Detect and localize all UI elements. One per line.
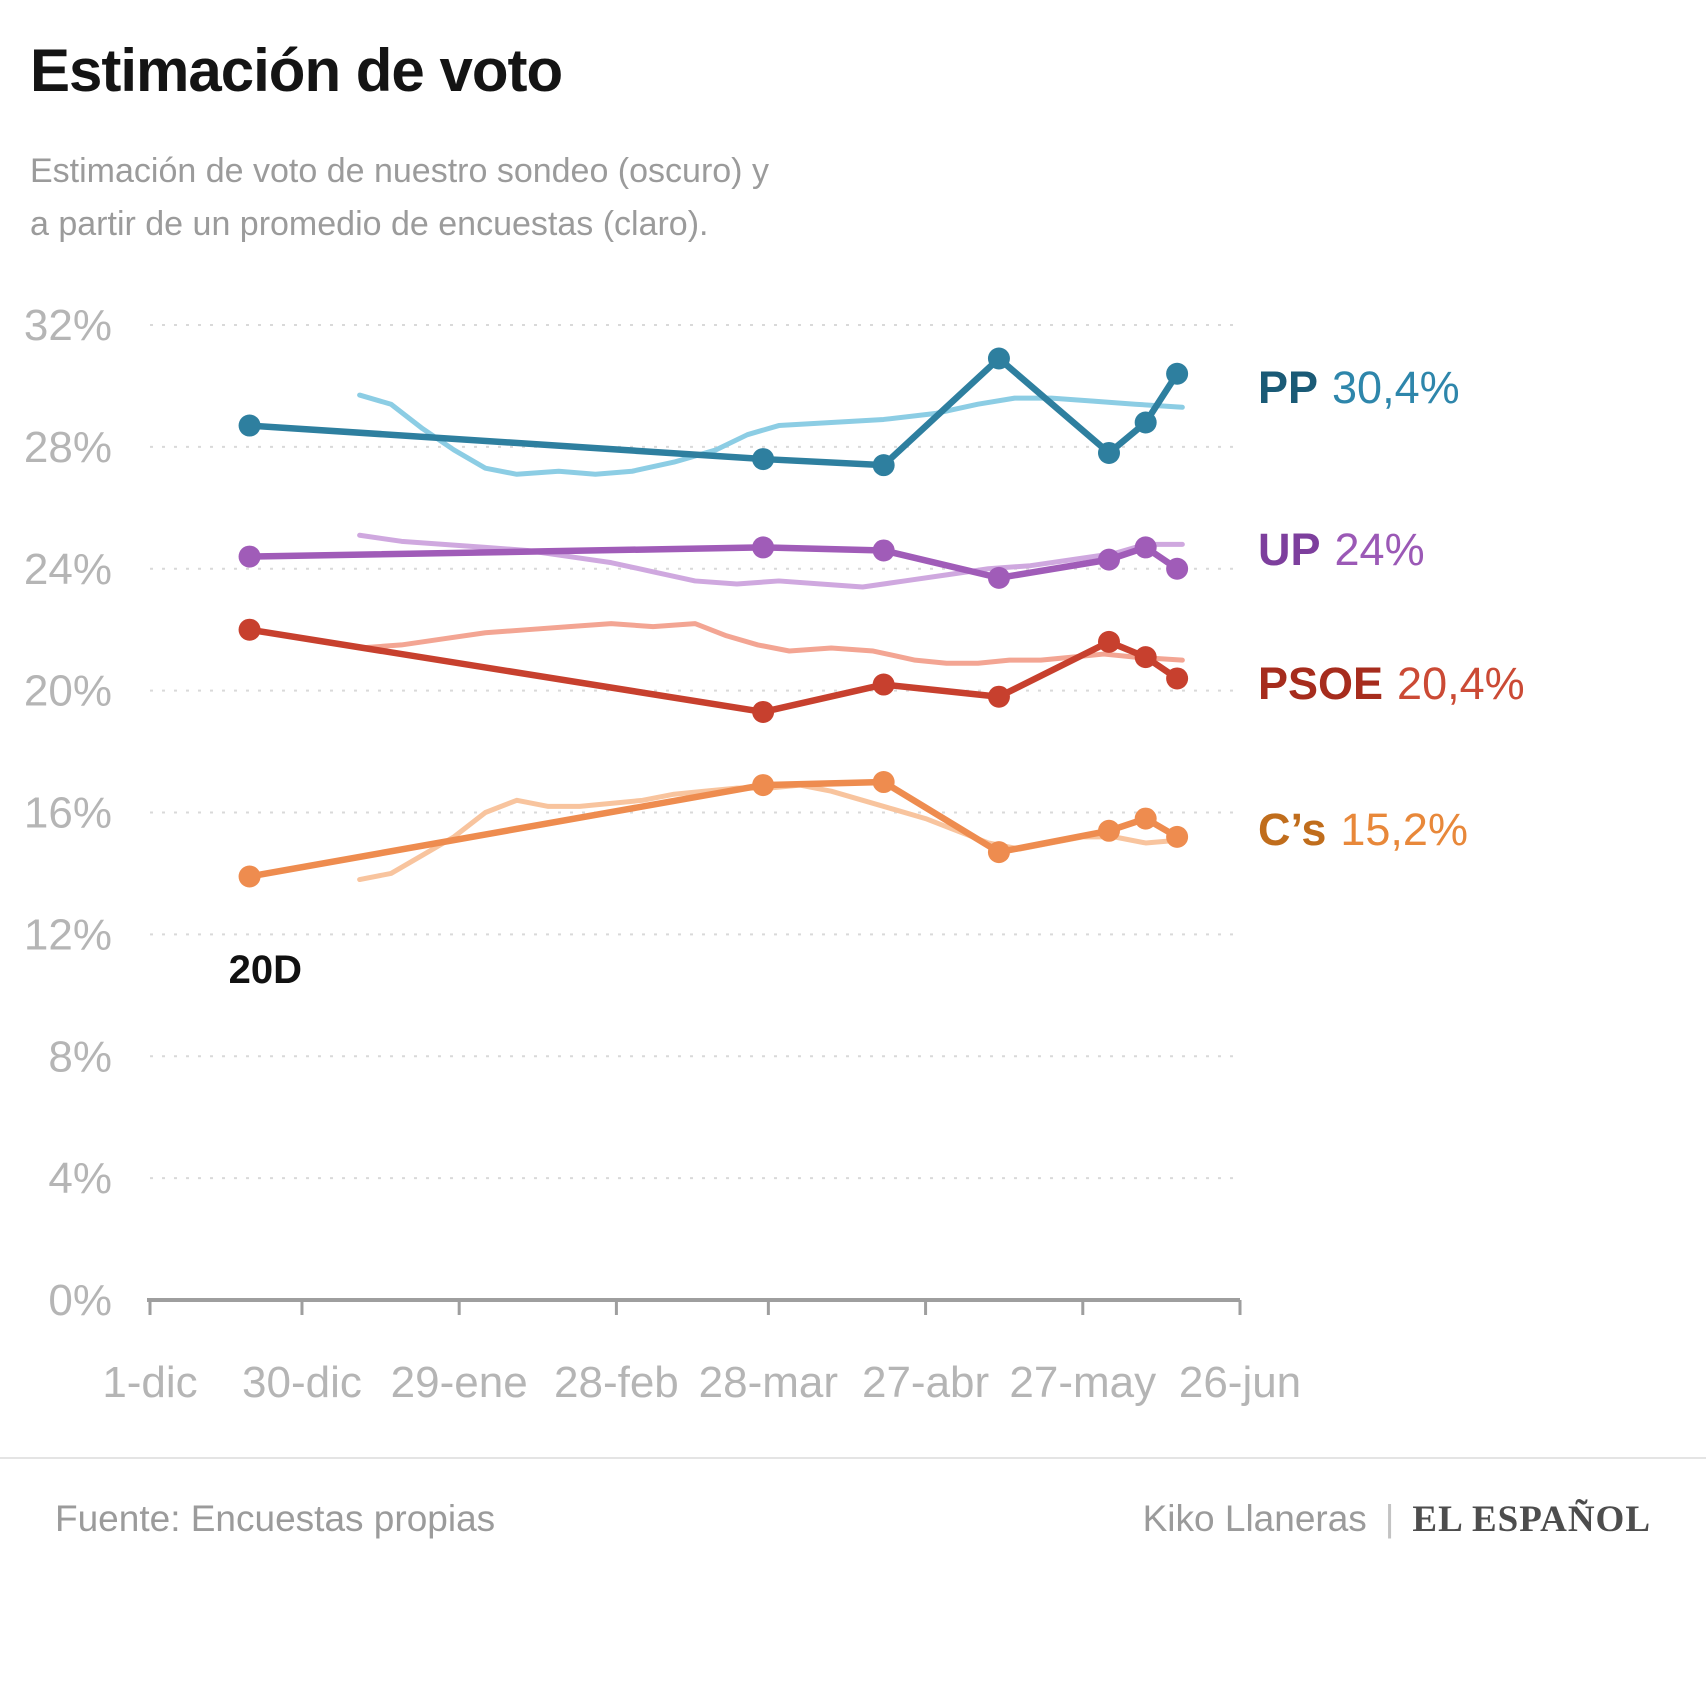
y-tick-label: 4%: [48, 1154, 112, 1203]
x-tick-label: 28-mar: [699, 1358, 838, 1407]
legend-item-pp: PP 30,4%: [1258, 362, 1460, 414]
data-point-up: [1134, 536, 1157, 559]
x-tick-label: 1-dic: [102, 1358, 197, 1407]
legend-item-up: UP 24%: [1258, 524, 1425, 576]
data-point-cs: [1097, 819, 1120, 842]
chart-subtitle-line1: Estimación de voto de nuestro sondeo (os…: [30, 152, 769, 190]
x-tick-label: 27-abr: [862, 1358, 989, 1407]
series-line-pp-avg: [357, 392, 1185, 477]
footer-divider: [0, 1457, 1706, 1459]
data-point-pp: [1166, 362, 1189, 385]
x-tick-label: 29-ene: [391, 1358, 528, 1407]
legend-party-value-psoe: 20,4%: [1397, 657, 1525, 709]
data-point-psoe: [1166, 667, 1189, 690]
data-point-pp: [1097, 441, 1120, 464]
data-point-pp: [872, 454, 895, 477]
data-point-psoe: [987, 685, 1010, 708]
data-point-up: [238, 545, 261, 568]
x-tick-label: 30-dic: [242, 1358, 362, 1407]
y-tick-label: 28%: [24, 423, 112, 472]
legend-item-cs: C’s 15,2%: [1258, 804, 1468, 856]
data-point-up: [752, 536, 775, 559]
y-tick-label: 0%: [48, 1276, 112, 1325]
data-point-up: [1166, 557, 1189, 580]
series-line-psoe: [246, 626, 1181, 716]
data-point-cs: [872, 771, 895, 794]
brand-logo: EL ESPAÑOL: [1412, 1499, 1651, 1540]
series-line-psoe-avg: [357, 621, 1185, 666]
x-tick-label: 26-jun: [1179, 1358, 1301, 1407]
y-tick-label: 8%: [48, 1032, 112, 1081]
data-point-psoe: [752, 700, 775, 723]
data-point-psoe: [238, 618, 261, 641]
y-tick-label: 24%: [24, 545, 112, 594]
x-tick-label: 27-may: [1009, 1358, 1156, 1407]
x-tick-label: 28-feb: [554, 1358, 679, 1407]
y-tick-label: 32%: [24, 301, 112, 350]
legend-party-name-up: UP: [1258, 523, 1321, 575]
series-line-cs: [246, 778, 1181, 880]
legend-party-name-pp: PP: [1258, 362, 1319, 414]
data-point-cs: [987, 841, 1010, 864]
chart-subtitle-line2: a partir de un promedio de encuestas (cl…: [30, 205, 709, 243]
page-title: Estimación de voto: [30, 37, 563, 104]
data-point-cs: [1166, 825, 1189, 848]
data-point-psoe: [1097, 630, 1120, 653]
legend-party-name-cs: C’s: [1258, 803, 1327, 855]
y-tick-label: 16%: [24, 789, 112, 838]
y-tick-label: 20%: [24, 667, 112, 716]
data-point-pp: [238, 414, 261, 437]
data-point-cs: [238, 865, 261, 888]
footer: Fuente: Encuestas propias Kiko Llaneras |…: [55, 1498, 1651, 1541]
credits-separator: |: [1384, 1498, 1395, 1539]
annotation-20d: 20D: [229, 948, 302, 992]
legend-item-psoe: PSOE 20,4%: [1258, 658, 1525, 710]
data-point-up: [1097, 548, 1120, 571]
legend-party-name-psoe: PSOE: [1258, 657, 1384, 709]
data-point-up: [987, 566, 1010, 589]
credits: Kiko Llaneras | EL ESPAÑOL: [1143, 1498, 1651, 1541]
legend-party-value-up: 24%: [1334, 523, 1425, 575]
data-point-pp: [752, 448, 775, 471]
y-tick-label: 12%: [24, 910, 112, 959]
source-note: Fuente: Encuestas propias: [55, 1498, 496, 1539]
legend-party-value-cs: 15,2%: [1340, 803, 1468, 855]
series-line-up-avg: [357, 532, 1185, 590]
data-point-cs: [1134, 807, 1157, 830]
data-point-pp: [1134, 411, 1157, 434]
data-point-psoe: [872, 673, 895, 696]
data-point-psoe: [1134, 646, 1157, 669]
data-point-cs: [752, 774, 775, 797]
legend-party-value-pp: 30,4%: [1332, 362, 1460, 414]
data-point-pp: [987, 347, 1010, 370]
data-point-up: [872, 539, 895, 562]
author-name: Kiko Llaneras: [1142, 1498, 1367, 1539]
